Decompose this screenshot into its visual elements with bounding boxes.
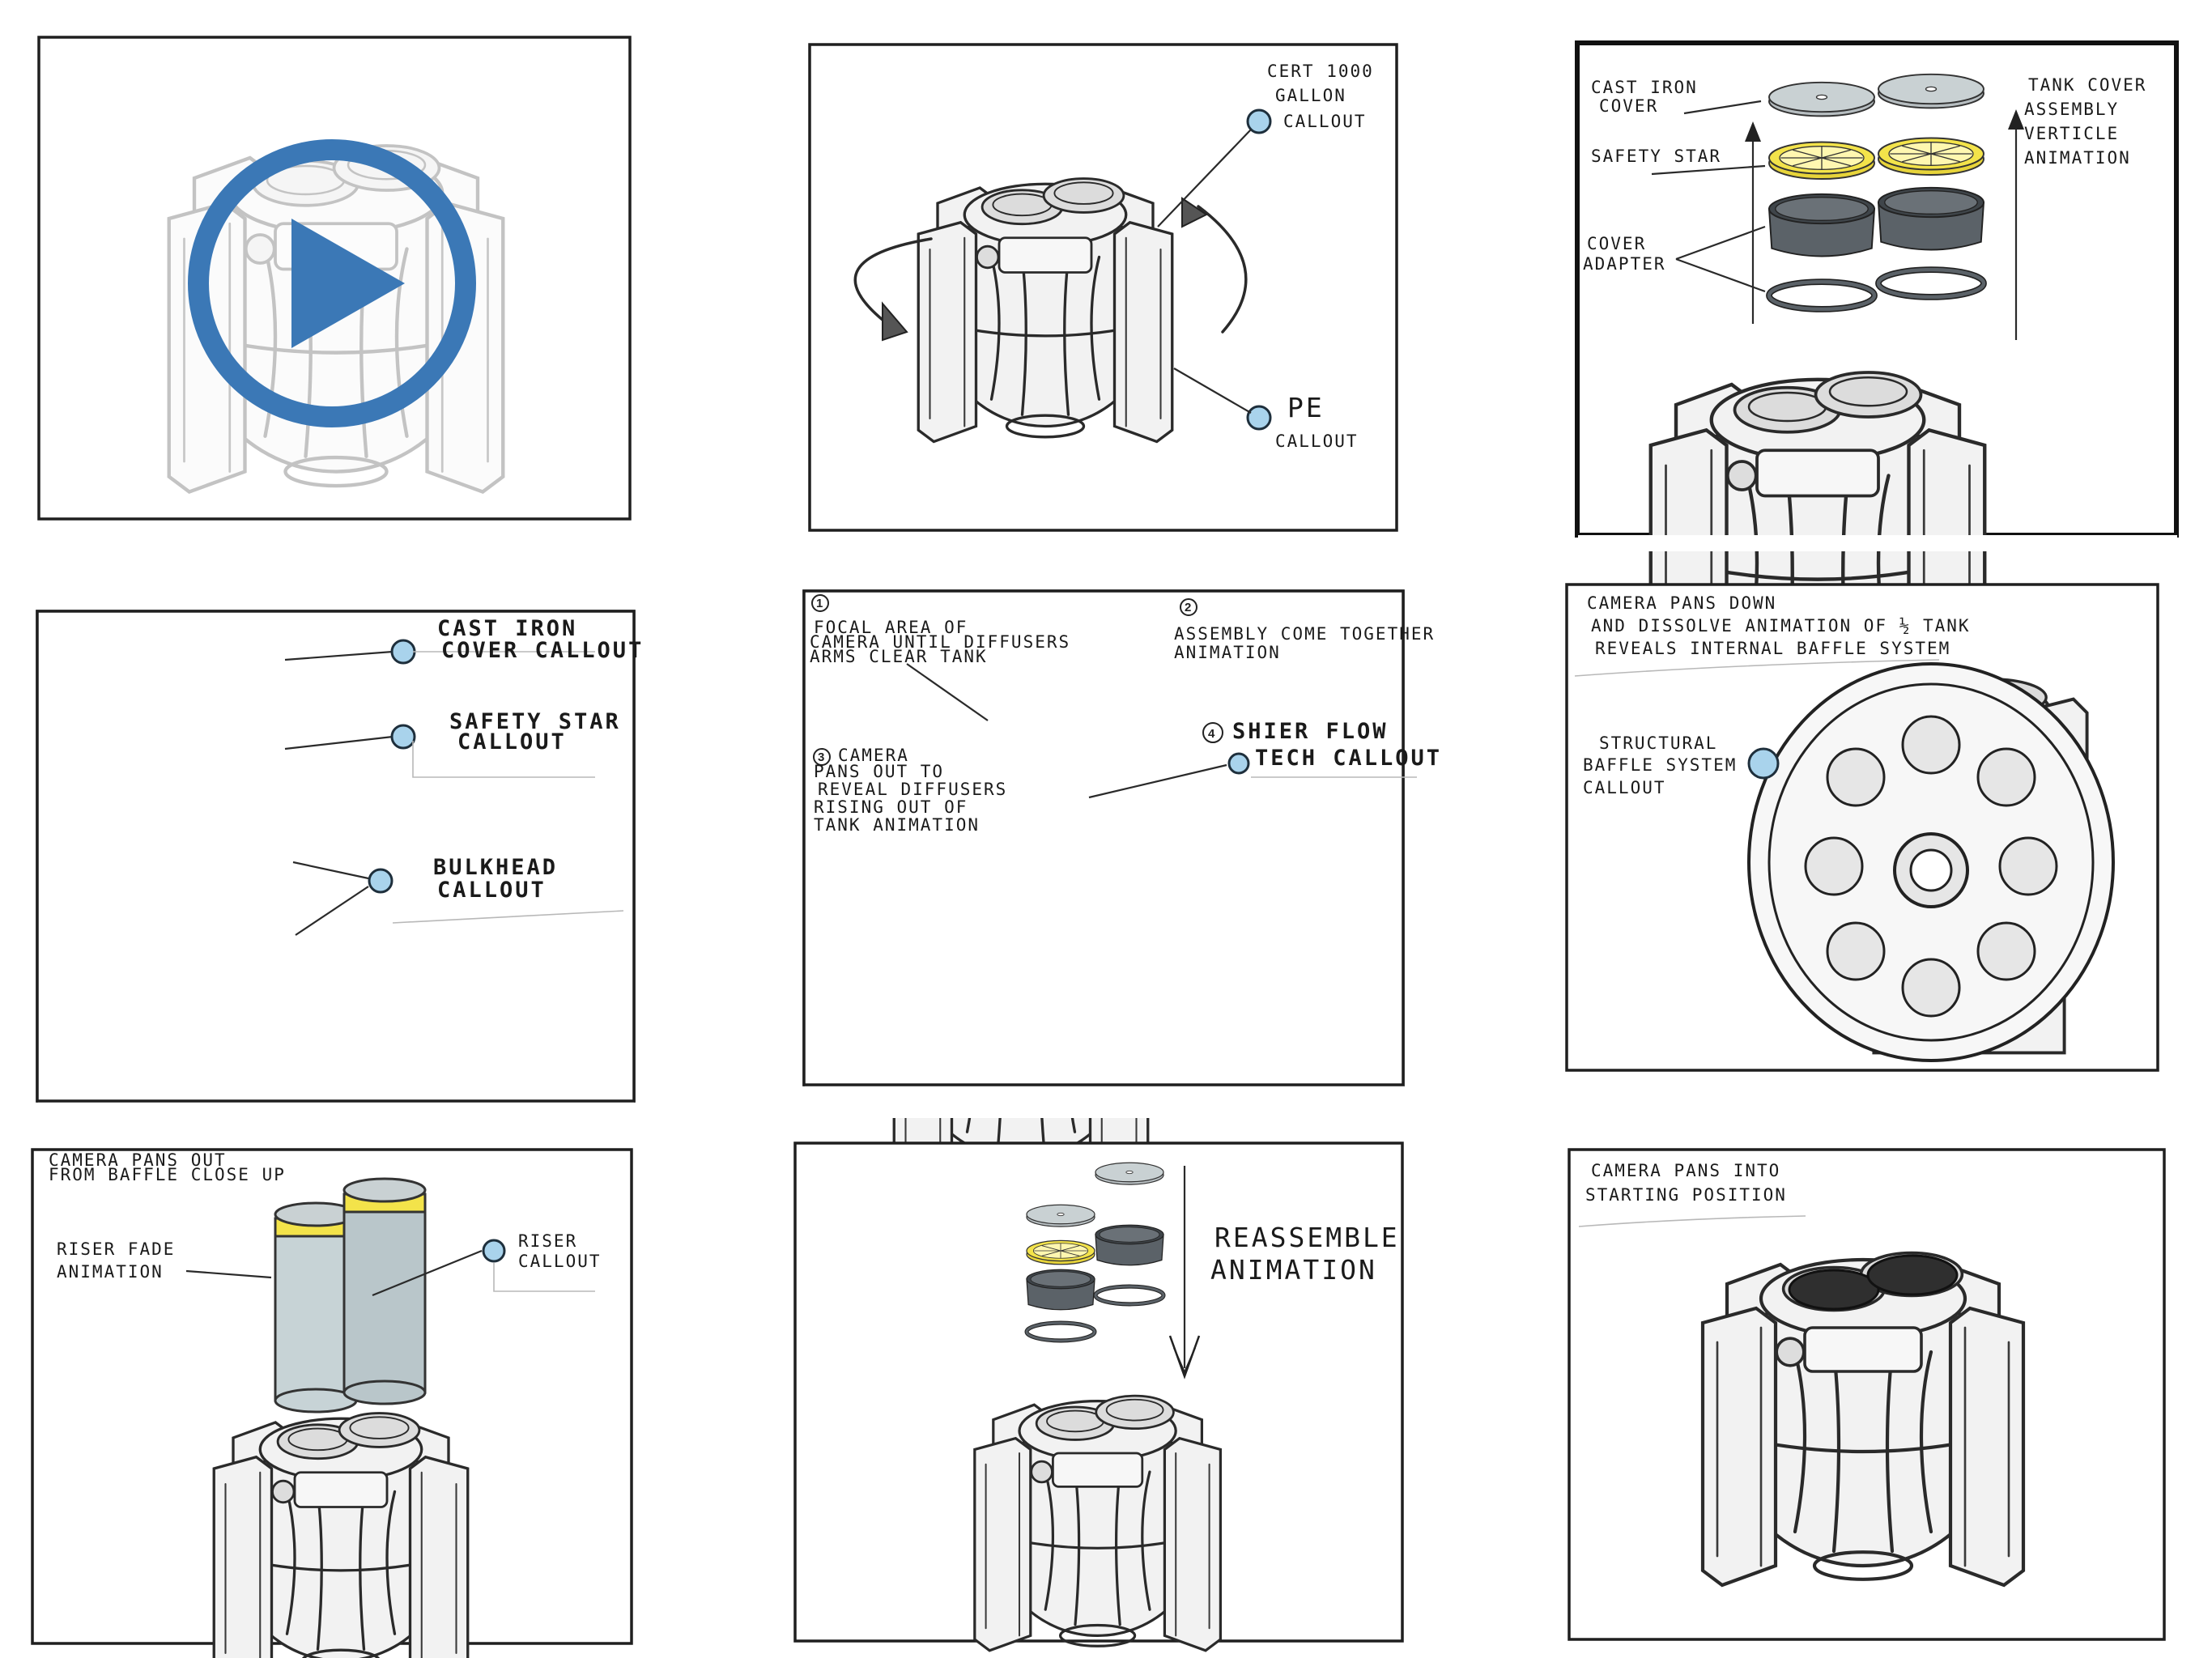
note-line: CAMERA PANS OUT bbox=[49, 1150, 227, 1170]
panel-7-risers: CAMERA PANS OUT FROM BAFFLE CLOSE UP RIS… bbox=[31, 1148, 633, 1658]
note-line: RISER bbox=[518, 1231, 577, 1251]
baffle-disc bbox=[1747, 662, 2115, 1062]
note-line: COVER bbox=[1587, 234, 1646, 253]
note-line: BULKHEAD bbox=[433, 855, 558, 880]
note-line: ANIMATION bbox=[1210, 1254, 1377, 1286]
baffle-callout-dot[interactable] bbox=[1747, 747, 1780, 780]
panel-9-start-position: CAMERA PANS INTO STARTING POSITION bbox=[1568, 1148, 2166, 1641]
panel-3-cover-assembly: CAST IRON COVER SAFETY STAR COVER ADAPTE… bbox=[1575, 40, 2179, 719]
note-line: VERTICLE bbox=[2024, 124, 2119, 143]
note-line: FROM BAFFLE CLOSE UP bbox=[49, 1165, 286, 1184]
note-line: ANIMATION bbox=[57, 1262, 164, 1282]
note-line: CALLOUT bbox=[518, 1252, 602, 1271]
note-line: CALLOUT bbox=[437, 878, 547, 903]
panel-5-diffusers: 1 FOCAL AREA OF CAMERA UNTIL DIFFUSERS A… bbox=[802, 589, 1442, 1176]
note-line: STARTING POSITION bbox=[1585, 1185, 1787, 1205]
panel-6-baffle: CAMERA PANS DOWN AND DISSOLVE ANIMATION … bbox=[1565, 583, 2159, 1072]
note-line: REVEAL DIFFUSERS bbox=[818, 780, 1007, 799]
note-line: ASSEMBLY bbox=[2024, 100, 2119, 119]
step-number: 4 bbox=[1208, 727, 1215, 741]
cast-iron-callout-dot[interactable] bbox=[390, 639, 416, 665]
note-line: CAMERA PANS INTO bbox=[1591, 1161, 1780, 1180]
note-line: ADAPTER bbox=[1583, 254, 1666, 274]
step-number: 3 bbox=[818, 750, 824, 764]
safety-star-callout-dot[interactable] bbox=[390, 724, 416, 750]
riser-callout-dot[interactable] bbox=[482, 1239, 506, 1263]
flow-tech-callout-dot[interactable] bbox=[1227, 752, 1250, 775]
note-line: PANS OUT TO bbox=[814, 762, 944, 781]
note-line: CAST IRON bbox=[1591, 78, 1698, 97]
note-line: GALLON bbox=[1275, 86, 1346, 105]
note-line: STRUCTURAL bbox=[1599, 733, 1717, 753]
panel-1-intro bbox=[37, 36, 632, 521]
note-line: ANIMATION bbox=[2024, 148, 2131, 168]
step-number: 2 bbox=[1185, 601, 1191, 614]
step-number: 1 bbox=[816, 597, 823, 610]
note-line: CAMERA bbox=[838, 746, 909, 765]
pe-callout-dot[interactable] bbox=[1246, 405, 1272, 431]
note-line: ASSEMBLY COME TOGETHER bbox=[1174, 624, 1435, 644]
note-line: COVER bbox=[1599, 96, 1658, 116]
note-line: AND DISSOLVE ANIMATION OF ½ TANK bbox=[1591, 616, 1971, 636]
note-line: CERT 1000 bbox=[1267, 62, 1374, 81]
note-line: RISING OUT OF bbox=[814, 797, 968, 817]
note-line: RISER FADE bbox=[57, 1239, 175, 1259]
note-line: CALLOUT bbox=[457, 729, 567, 755]
riser-left bbox=[274, 1201, 358, 1414]
note-line: ARMS CLEAR TANK bbox=[810, 647, 988, 666]
capacity-callout-dot[interactable] bbox=[1246, 108, 1272, 134]
note-line: COVER CALLOUT bbox=[441, 638, 644, 663]
bulkhead-callout-dot[interactable] bbox=[368, 868, 393, 894]
note-line: CALLOUT bbox=[1275, 432, 1359, 451]
note-line: TANK ANIMATION bbox=[814, 815, 980, 835]
note-line: CAMERA UNTIL DIFFUSERS bbox=[810, 632, 1070, 652]
note-line: BAFFLE SYSTEM bbox=[1583, 755, 1737, 775]
play-icon[interactable] bbox=[188, 139, 476, 427]
note-line: CALLOUT bbox=[1283, 112, 1367, 131]
panel-4-component-callouts: CAST IRON COVER CALLOUT SAFETY STAR CALL… bbox=[36, 610, 644, 1382]
note-line: SAFETY STAR bbox=[1591, 147, 1721, 166]
note-line: CAMERA PANS DOWN bbox=[1587, 593, 1776, 613]
note-line: REASSEMBLE bbox=[1214, 1222, 1400, 1253]
panel-8-reassemble: REASSEMBLE ANIMATION bbox=[793, 1141, 1404, 1652]
note-line: CALLOUT bbox=[1583, 778, 1666, 797]
note-line: ANIMATION bbox=[1174, 643, 1281, 662]
note-line: TANK COVER bbox=[2028, 75, 2146, 95]
note-line: CAST IRON bbox=[437, 616, 577, 641]
note-line: FOCAL AREA OF bbox=[814, 618, 968, 637]
note-line: SAFETY STAR bbox=[449, 709, 621, 734]
note-line: REVEALS INTERNAL BAFFLE SYSTEM bbox=[1595, 639, 1950, 658]
panel-2-rotation: CERT 1000 GALLON CALLOUT PE CALLOUT bbox=[808, 43, 1398, 532]
riser-right bbox=[342, 1177, 427, 1405]
note-line: PE bbox=[1287, 392, 1325, 423]
note-line: SHIER FLOW bbox=[1232, 719, 1389, 744]
note-line: TECH CALLOUT bbox=[1255, 746, 1442, 771]
